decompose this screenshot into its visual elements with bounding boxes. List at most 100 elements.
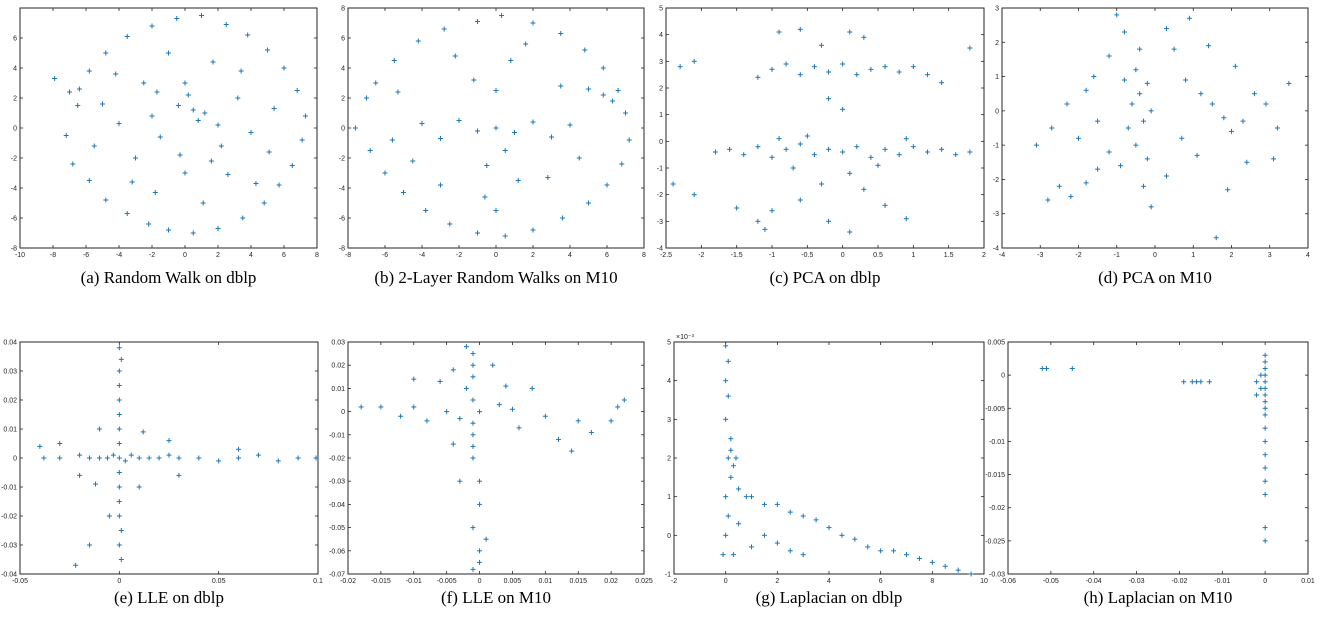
data-point <box>275 458 281 464</box>
data-point <box>1262 465 1268 471</box>
x-tick-label: 8 <box>315 252 319 259</box>
subplot-f: -0.02 -0.015 -0.01 -0.005 0 0.005 0.01 0.015 0.0… <box>329 340 653 608</box>
data-point <box>1286 80 1292 86</box>
data-point <box>176 455 182 461</box>
data-point <box>477 559 483 565</box>
scatter-plot-h: -0.06 -0.05 -0.04 -0.03 -0.02 -0.01 0 0.01 -0.03… <box>985 340 1315 586</box>
data-point <box>1186 15 1192 21</box>
caption-g: (g) Laplacian on dblp <box>755 588 903 607</box>
y-tick-label: -0.01 <box>1 485 17 492</box>
x-tick-label: -0.005 <box>437 578 457 585</box>
x-tick-label: -0.02 <box>1171 578 1187 585</box>
data-point <box>677 64 683 70</box>
data-point <box>450 441 456 447</box>
data-point <box>86 68 92 74</box>
data-point <box>444 409 450 415</box>
data-point <box>235 95 241 101</box>
data-point <box>411 376 417 382</box>
x-tick-label: -0.06 <box>1000 578 1016 585</box>
y-tick-label: 0.03 <box>331 340 345 347</box>
data-point <box>136 455 142 461</box>
data-point <box>1064 101 1070 107</box>
data-point <box>615 404 621 410</box>
data-point <box>725 455 731 461</box>
x-tick-label: 0 <box>494 252 498 259</box>
data-point <box>475 19 480 24</box>
data-point <box>728 447 734 453</box>
data-point <box>149 113 155 119</box>
data-point <box>1163 173 1169 179</box>
data-point <box>861 186 867 192</box>
data-point <box>621 397 627 403</box>
data-point <box>569 448 575 454</box>
data-point <box>691 58 697 64</box>
data-point <box>728 436 734 442</box>
data-point <box>471 77 477 83</box>
data-point <box>113 71 119 77</box>
data-point <box>555 436 561 442</box>
data-point <box>523 41 529 47</box>
data-point <box>266 149 272 155</box>
data-point <box>299 137 305 143</box>
data-point <box>882 64 888 70</box>
data-point <box>116 368 122 374</box>
data-point <box>769 66 775 72</box>
data-point <box>826 218 832 224</box>
data-point <box>1262 491 1268 497</box>
data-point <box>1129 101 1135 107</box>
data-point <box>116 383 122 388</box>
data-point <box>730 463 736 469</box>
data-point <box>208 158 214 164</box>
y-tick-label: 3 <box>667 417 671 424</box>
data-point <box>415 38 421 44</box>
data-point <box>619 161 625 167</box>
data-point <box>70 161 76 167</box>
data-point <box>1262 538 1268 544</box>
data-point <box>52 76 58 81</box>
x-tick-label: 6 <box>605 252 609 259</box>
data-point <box>508 58 514 63</box>
y-tick-label: 0.01 <box>3 427 17 434</box>
data-point <box>223 22 229 27</box>
data-point <box>240 215 246 221</box>
y-tick-label: 2 <box>341 96 345 103</box>
data-point <box>733 455 739 461</box>
x-tick-label: 1 <box>1191 252 1195 259</box>
data-point <box>1254 392 1260 398</box>
data-point <box>670 181 676 187</box>
data-point <box>896 69 902 75</box>
x-tick-label: 0.1 <box>313 578 323 585</box>
data-point <box>470 362 476 368</box>
y-tick-label: 0 <box>13 126 17 133</box>
data-point <box>903 216 909 222</box>
y-tick-label: 0 <box>13 456 17 463</box>
y-tick-label: 0 <box>995 108 999 115</box>
data-point <box>924 149 930 155</box>
y-tick-label: -0.04 <box>1 572 17 579</box>
y-tick-label: -0.015 <box>985 472 1005 479</box>
data-point <box>470 525 476 531</box>
data-point <box>847 29 853 35</box>
data-point <box>725 513 731 519</box>
data-point <box>811 152 817 158</box>
data-point <box>818 42 824 48</box>
data-point <box>790 165 796 171</box>
data-point <box>1213 235 1219 241</box>
data-point <box>769 208 775 214</box>
y-tick-label: -0.05 <box>329 525 345 532</box>
data-point <box>755 74 761 80</box>
data-point <box>447 221 453 227</box>
data-point <box>129 179 135 185</box>
data-point <box>891 548 897 554</box>
data-point <box>723 532 729 538</box>
data-point <box>103 50 109 56</box>
subplot-g: -2 0 2 4 6 8 10 -1 0 1 2 3 4 5 ×10⁻³ (g) Laplacian on … <box>665 334 988 607</box>
data-point <box>1262 372 1268 378</box>
data-point <box>1095 166 1101 172</box>
data-point <box>1262 366 1268 372</box>
data-point <box>364 95 369 101</box>
y-exponent-label: ×10⁻³ <box>676 334 695 341</box>
data-point <box>463 385 469 391</box>
data-point <box>797 26 803 32</box>
data-point <box>1056 183 1062 189</box>
